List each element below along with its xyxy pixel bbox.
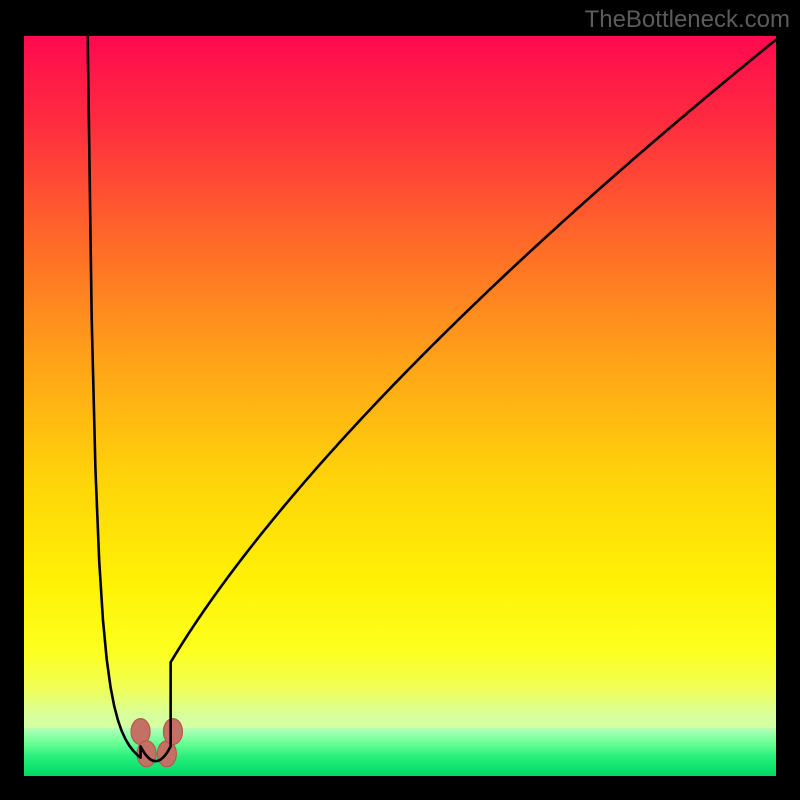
dip-marker bbox=[163, 719, 182, 745]
watermark-label: TheBottleneck.com bbox=[585, 6, 790, 34]
stage: TheBottleneck.com bbox=[0, 0, 800, 800]
bottleneck-curve bbox=[88, 36, 776, 761]
curve-layer bbox=[24, 36, 776, 776]
plot-area bbox=[24, 36, 776, 776]
dip-markers bbox=[131, 719, 182, 767]
